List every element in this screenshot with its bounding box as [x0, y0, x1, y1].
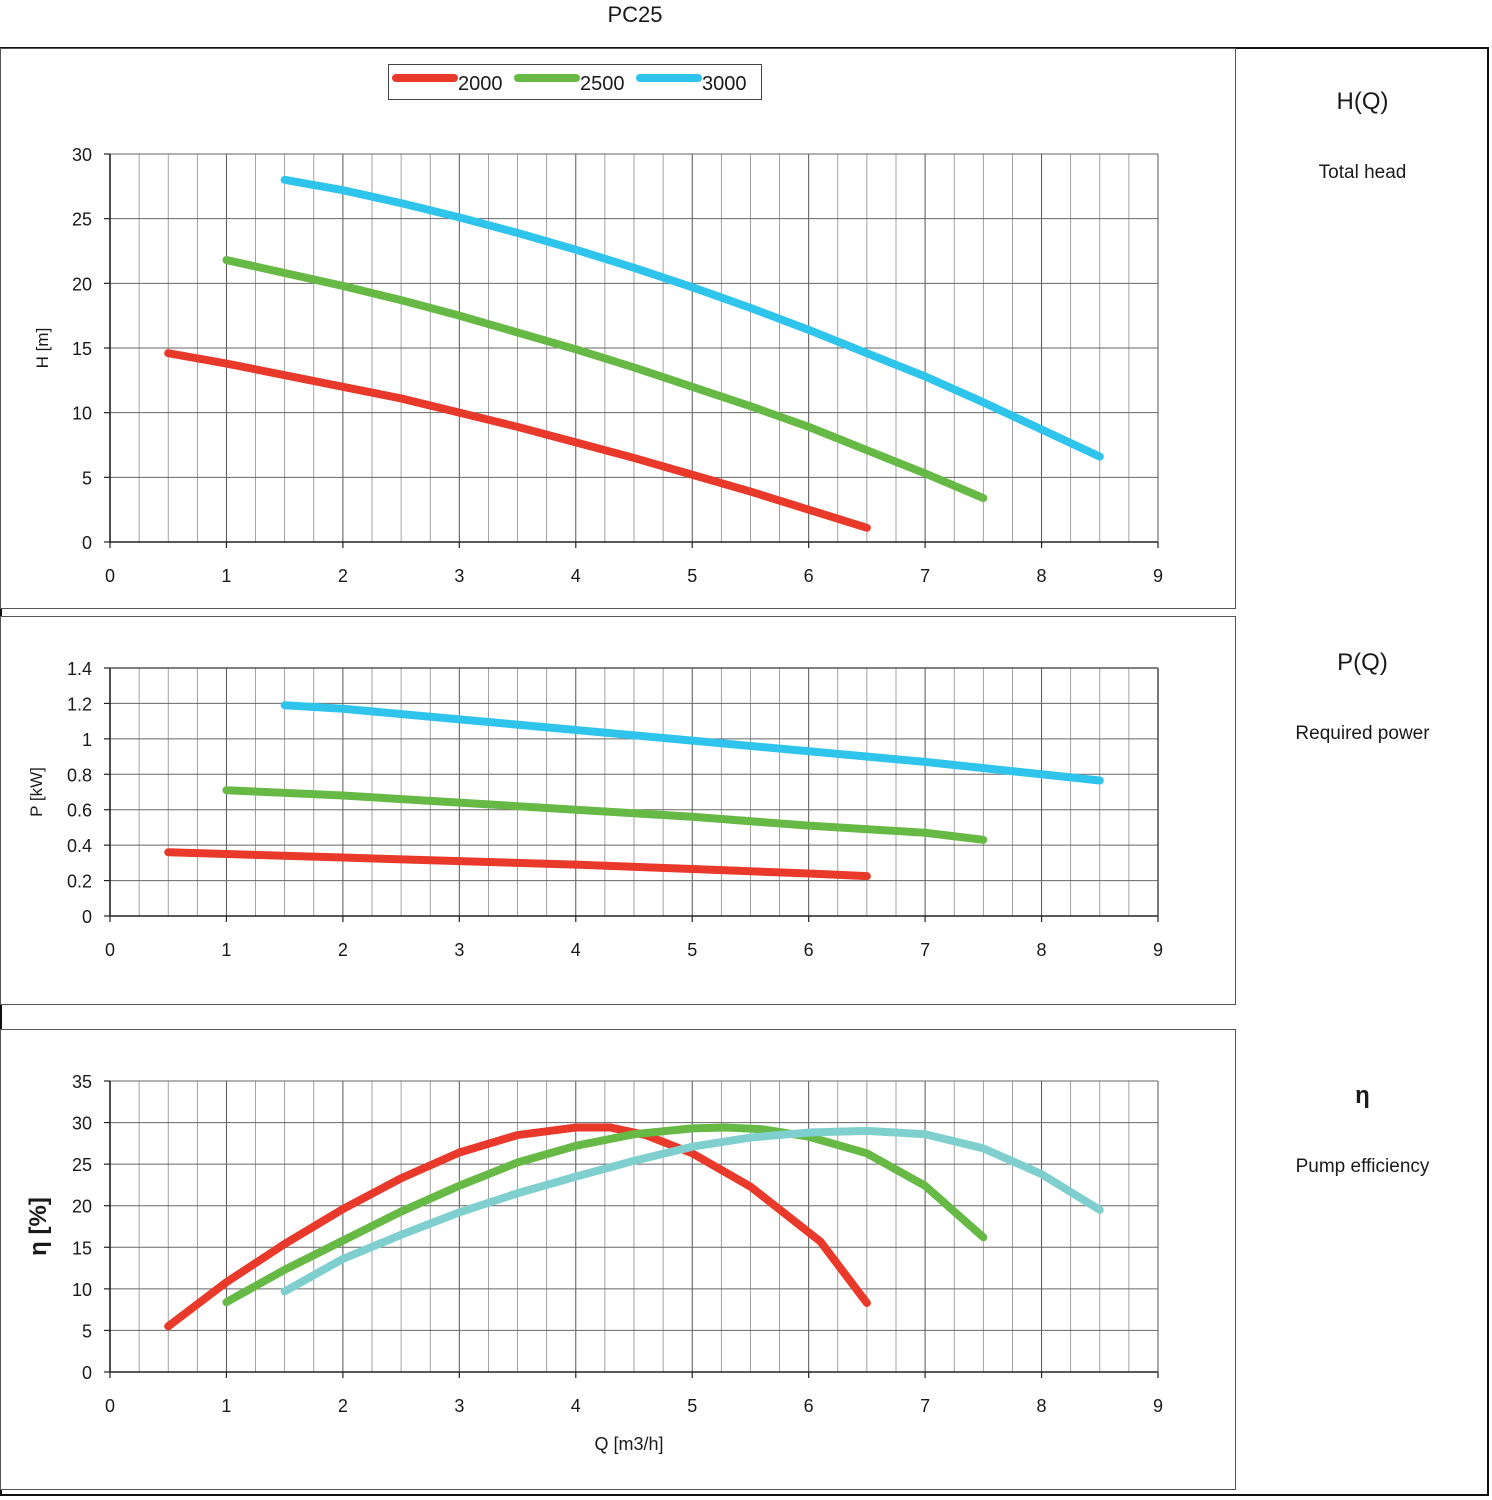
head-y-tick-label: 20: [72, 274, 92, 294]
efficiency-x-tick-label: 4: [571, 1396, 581, 1416]
efficiency-x-tick-label: 3: [454, 1396, 464, 1416]
efficiency-y-tick-label: 10: [72, 1280, 92, 1300]
head-y-tick-label: 25: [72, 210, 92, 230]
efficiency-x-tick-label: 7: [920, 1396, 930, 1416]
power-y-tick-label: 1.4: [67, 659, 92, 679]
efficiency-y-tick-label: 0: [82, 1363, 92, 1383]
efficiency-x-tick-label: 6: [804, 1396, 814, 1416]
power-side-title: P(Q): [1337, 649, 1388, 676]
power-side-subtitle: Required power: [1295, 723, 1430, 744]
efficiency-y-tick-label: 5: [82, 1321, 92, 1341]
efficiency-x-tick-label: 9: [1153, 1396, 1163, 1416]
head-series-2000: [164, 349, 871, 532]
power-y-tick-label: 0.2: [67, 872, 92, 892]
efficiency-series-2000: [164, 1123, 871, 1331]
legend-label-2000: 2000: [458, 73, 503, 95]
efficiency-chart-panel: [0, 1029, 1236, 1490]
power-series-2000: [164, 848, 871, 881]
power-series-3000: [280, 701, 1104, 785]
head-x-tick-label: 0: [105, 566, 115, 586]
power-y-tick-label: 1.2: [67, 694, 92, 714]
head-series-2500: [222, 256, 988, 503]
efficiency-series-2500: [222, 1123, 988, 1307]
efficiency-y-tick-label: 35: [72, 1072, 92, 1092]
head-y-tick-label: 30: [72, 145, 92, 165]
power-y-tick-label: 0: [82, 907, 92, 927]
power-x-tick-label: 9: [1153, 940, 1163, 960]
efficiency-side-title: η: [1355, 1082, 1370, 1109]
power-y-axis-label: P [kW]: [27, 767, 46, 817]
efficiency-y-tick-label: 30: [72, 1114, 92, 1134]
efficiency-x-tick-label: 1: [221, 1396, 231, 1416]
head-x-tick-label: 8: [1037, 566, 1047, 586]
efficiency-x-axis-label: Q [m3/h]: [594, 1434, 663, 1454]
power-x-tick-label: 8: [1037, 940, 1047, 960]
head-chart-panel: [0, 48, 1236, 609]
head-x-tick-label: 1: [221, 566, 231, 586]
head-x-tick-label: 6: [804, 566, 814, 586]
head-x-tick-label: 9: [1153, 566, 1163, 586]
power-x-tick-label: 0: [105, 940, 115, 960]
power-series-2500: [222, 786, 988, 844]
efficiency-y-axis-label: η [%]: [25, 1197, 52, 1256]
power-y-tick-label: 0.4: [67, 836, 92, 856]
power-y-tick-label: 0.8: [67, 765, 92, 785]
head-x-tick-label: 5: [687, 566, 697, 586]
efficiency-x-tick-label: 8: [1037, 1396, 1047, 1416]
head-side-subtitle: Total head: [1318, 162, 1407, 183]
legend-label-3000: 3000: [702, 73, 747, 95]
efficiency-series-3000: [280, 1126, 1104, 1296]
efficiency-x-tick-label: 2: [338, 1396, 348, 1416]
efficiency-y-tick-label: 15: [72, 1238, 92, 1258]
efficiency-x-tick-label: 0: [105, 1396, 115, 1416]
power-x-tick-label: 5: [687, 940, 697, 960]
head-x-tick-label: 4: [571, 566, 581, 586]
power-x-tick-label: 3: [454, 940, 464, 960]
efficiency-y-tick-label: 25: [72, 1155, 92, 1175]
efficiency-x-tick-label: 5: [687, 1396, 697, 1416]
power-x-tick-label: 1: [221, 940, 231, 960]
efficiency-y-tick-label: 20: [72, 1197, 92, 1217]
head-y-tick-label: 0: [82, 533, 92, 553]
power-x-tick-label: 4: [571, 940, 581, 960]
efficiency-side-subtitle: Pump efficiency: [1295, 1156, 1430, 1177]
legend-label-2500: 2500: [580, 73, 625, 95]
power-x-tick-label: 7: [920, 940, 930, 960]
head-x-tick-label: 3: [454, 566, 464, 586]
power-y-tick-label: 1: [82, 730, 92, 750]
head-x-tick-label: 7: [920, 566, 930, 586]
page-title: PC25: [607, 2, 663, 27]
head-side-title: H(Q): [1336, 88, 1389, 115]
head-y-tick-label: 15: [72, 339, 92, 359]
head-y-tick-label: 5: [82, 468, 92, 488]
head-y-tick-label: 10: [72, 404, 92, 424]
head-y-axis-label: H [m]: [33, 328, 52, 369]
power-y-tick-label: 0.6: [67, 801, 92, 821]
head-x-tick-label: 2: [338, 566, 348, 586]
power-x-tick-label: 6: [804, 940, 814, 960]
head-series-3000: [280, 175, 1104, 461]
power-x-tick-label: 2: [338, 940, 348, 960]
